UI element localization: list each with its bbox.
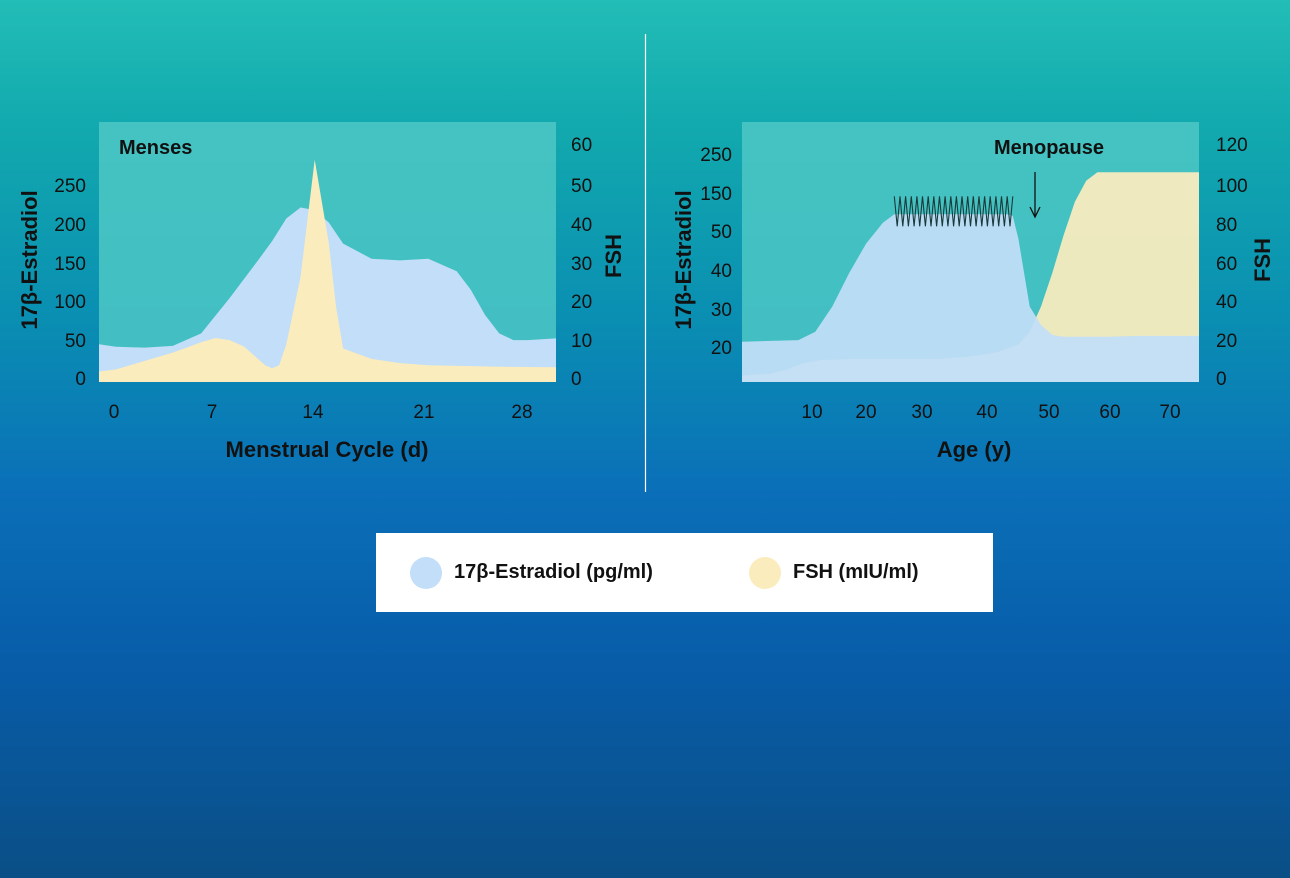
x-tick: 0 [109, 402, 120, 423]
y-left-tick: 40 [711, 261, 732, 282]
y-left-ticks-menstrual: 0 50 100 150 200 250 [54, 176, 86, 390]
fsh-area-age [742, 172, 1199, 382]
y-right-tick: 60 [1216, 254, 1237, 275]
y-right-tick: 30 [571, 254, 592, 275]
y-right-tick: 0 [571, 369, 582, 390]
x-tick: 20 [855, 402, 876, 423]
x-tick: 30 [911, 402, 932, 423]
y-right-tick: 100 [1216, 176, 1248, 197]
x-ticks-menstrual: 0 7 14 21 28 [109, 402, 533, 423]
y-left-tick: 50 [65, 331, 86, 352]
y-left-tick: 100 [54, 292, 86, 313]
fsh-area-menstrual [99, 159, 556, 382]
x-axis-title-age: Age (y) [937, 437, 1012, 462]
y-right-tick: 40 [571, 215, 592, 236]
chart-age: Menopause 20 30 40 50 150 250 0 20 40 60… [671, 122, 1275, 462]
y-left-tick: 250 [700, 145, 732, 166]
estradiol-area-age [742, 214, 1199, 382]
x-tick: 21 [413, 402, 434, 423]
y-right-title-age: FSH [1250, 238, 1275, 282]
legend-swatch-fsh [749, 556, 781, 589]
legend-item-fsh: FSH (mIU/ml) [749, 533, 919, 612]
y-right-tick: 120 [1216, 135, 1248, 156]
legend: 17β-Estradiol (pg/ml) FSH (mIU/ml) [376, 533, 993, 612]
legend-swatch-estradiol [410, 556, 442, 589]
cycle-oscillation [893, 196, 1014, 227]
legend-label-estradiol: 17β-Estradiol (pg/ml) [454, 561, 653, 583]
y-left-ticks-age: 20 30 40 50 150 250 [700, 145, 732, 359]
y-left-tick: 150 [700, 184, 732, 205]
x-tick: 7 [207, 402, 218, 423]
y-left-tick: 0 [75, 369, 86, 390]
y-left-tick: 250 [54, 176, 86, 197]
y-right-tick: 20 [571, 292, 592, 313]
y-right-title-menstrual: FSH [601, 234, 626, 278]
legend-label-fsh: FSH (mIU/ml) [793, 561, 919, 583]
y-left-title-age: 17β-Estradiol [671, 190, 696, 329]
y-right-tick: 60 [571, 135, 592, 156]
y-right-tick: 80 [1216, 215, 1237, 236]
menopause-arrow-icon [1029, 172, 1041, 219]
annotation-menopause: Menopause [994, 137, 1104, 159]
x-axis-title-menstrual: Menstrual Cycle (d) [226, 437, 429, 462]
y-right-ticks-menstrual: 0 10 20 30 40 50 60 [571, 135, 592, 390]
y-left-tick: 30 [711, 300, 732, 321]
x-tick: 40 [976, 402, 997, 423]
x-ticks-age: 10 20 30 40 50 60 70 [801, 402, 1180, 423]
y-right-tick: 20 [1216, 331, 1237, 352]
x-tick: 70 [1159, 402, 1180, 423]
x-tick: 14 [302, 402, 324, 423]
x-tick: 10 [801, 402, 822, 423]
y-right-tick: 40 [1216, 292, 1237, 313]
y-right-tick: 0 [1216, 369, 1227, 390]
y-left-tick: 20 [711, 338, 732, 359]
y-left-title-menstrual: 17β-Estradiol [17, 190, 42, 329]
x-tick: 28 [511, 402, 532, 423]
y-right-tick: 50 [571, 176, 592, 197]
legend-item-estradiol: 17β-Estradiol (pg/ml) [410, 533, 653, 612]
y-right-tick: 10 [571, 331, 592, 352]
y-left-tick: 50 [711, 222, 732, 243]
chart-menstrual-cycle: Menses 0 50 100 150 200 250 0 10 20 30 4… [17, 122, 626, 462]
x-tick: 60 [1099, 402, 1120, 423]
y-right-ticks-age: 0 20 40 60 80 100 120 [1216, 135, 1248, 390]
y-left-tick: 200 [54, 215, 86, 236]
x-tick: 50 [1038, 402, 1059, 423]
y-left-tick: 150 [54, 254, 86, 275]
annotation-menses: Menses [119, 137, 192, 159]
